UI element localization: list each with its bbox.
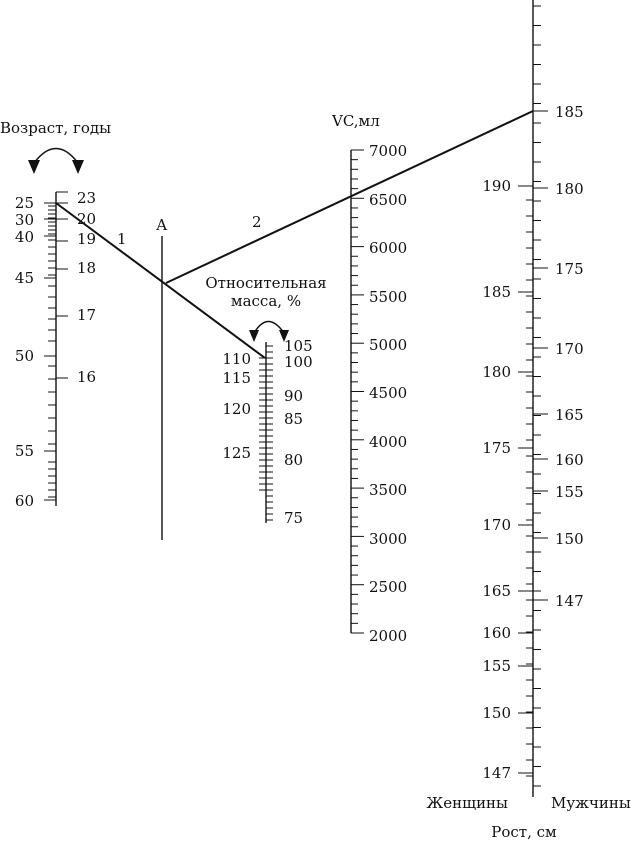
age-scale-title: Возраст, годы (0, 119, 111, 137)
mass-left-labels: 110 115 120 125 (222, 350, 251, 462)
vc-label-5000: 5000 (369, 336, 407, 354)
mass-scale-title-line1: Относительная (205, 274, 326, 292)
vc-label-3000: 3000 (369, 530, 407, 548)
vc-ticks (351, 149, 364, 634)
height-men-label-147: 147 (555, 592, 584, 610)
mass-label-110: 110 (222, 350, 251, 368)
age-label-60: 60 (15, 492, 34, 510)
age-label-23: 23 (77, 189, 96, 207)
double-arrow-icon (253, 320, 285, 334)
arrowhead-left-icon (249, 330, 259, 342)
height-men-label-165: 165 (555, 406, 584, 424)
arrowhead-left-icon (28, 160, 40, 174)
height-women-label-160: 160 (482, 624, 511, 642)
height-men-label-170: 170 (555, 340, 584, 358)
double-arrow-icon (33, 147, 79, 164)
axis-a-label: А (156, 216, 168, 234)
mass-label-105: 105 (284, 337, 313, 355)
mass-label-90: 90 (284, 387, 303, 405)
line-2-a-to-height (165, 110, 534, 284)
height-women-label-150: 150 (482, 704, 511, 722)
age-label-17: 17 (77, 306, 96, 324)
height-scale-title: Рост, см (491, 823, 557, 841)
mass-label-120: 120 (222, 400, 251, 418)
line-1-age-to-mass (55, 202, 266, 359)
height-women-label-175: 175 (482, 439, 511, 457)
age-label-45: 45 (15, 269, 34, 287)
age-label-25: 25 (15, 194, 34, 212)
vc-label-4000: 4000 (369, 433, 407, 451)
mass-label-100: 100 (284, 353, 313, 371)
age-label-16: 16 (77, 368, 96, 386)
height-women-label-165: 165 (482, 582, 511, 600)
age-right-labels: 23 20 19 18 17 16 (77, 189, 96, 386)
age-scale: Возраст, годы 25 30 40 45 50 55 60 23 20… (0, 119, 111, 510)
vc-label-5500: 5500 (369, 288, 407, 306)
age-label-18: 18 (77, 259, 96, 277)
age-ticks (44, 191, 68, 501)
age-label-19: 19 (77, 230, 96, 248)
height-women-label-147: 147 (482, 764, 511, 782)
height-women-label-180: 180 (482, 363, 511, 381)
height-ticks (518, 5, 548, 787)
age-label-20: 20 (77, 210, 96, 228)
mass-label-115: 115 (222, 369, 251, 387)
height-men-label-180: 180 (555, 180, 584, 198)
axis-a: А (156, 216, 168, 540)
height-men-caption: Мужчины (551, 794, 631, 812)
line-1-label: 1 (117, 230, 127, 248)
age-label-50: 50 (15, 347, 34, 365)
age-label-40: 40 (15, 228, 34, 246)
height-men-label-160: 160 (555, 451, 584, 469)
vc-label-7000: 7000 (369, 142, 407, 160)
height-women-labels: 190 185 180 175 170 165 160 155 150 147 (482, 177, 511, 782)
example-lines: 1 2 (55, 110, 534, 359)
mass-scale-title-line2: масса, % (231, 292, 301, 310)
arrowhead-right-icon (72, 160, 84, 174)
vc-label-4500: 4500 (369, 384, 407, 402)
mass-label-75: 75 (284, 509, 303, 527)
height-men-label-175: 175 (555, 260, 584, 278)
age-label-30: 30 (15, 211, 34, 229)
vc-label-3500: 3500 (369, 481, 407, 499)
height-men-labels: 185 180 175 170 165 160 155 150 147 (555, 103, 584, 610)
height-men-label-155: 155 (555, 483, 584, 501)
height-women-label-190: 190 (482, 177, 511, 195)
height-men-label-185: 185 (555, 103, 584, 121)
vc-label-2500: 2500 (369, 578, 407, 596)
height-men-label-150: 150 (555, 530, 584, 548)
age-label-55: 55 (15, 442, 34, 460)
vc-label-6500: 6500 (369, 191, 407, 209)
vc-labels: 7000 6500 6000 5500 5000 4500 4000 3500 … (369, 142, 407, 645)
mass-label-85: 85 (284, 410, 303, 428)
height-women-label-170: 170 (482, 516, 511, 534)
arrowhead-right-icon (279, 330, 289, 342)
vc-label-2000: 2000 (369, 627, 407, 645)
mass-label-125: 125 (222, 444, 251, 462)
mass-label-80: 80 (284, 451, 303, 469)
height-scale: 190 185 180 175 170 165 160 155 150 147 … (426, 0, 631, 841)
line-2-label: 2 (252, 213, 262, 231)
height-women-caption: Женщины (426, 794, 508, 812)
vc-scale-title: VC,мл (331, 112, 380, 130)
mass-right-labels: 105 100 90 85 80 75 (284, 337, 313, 527)
age-left-labels: 25 30 40 45 50 55 60 (15, 194, 34, 510)
vc-scale: VC,мл 7000 6500 6000 5500 5000 4500 4000… (331, 112, 407, 645)
vc-label-6000: 6000 (369, 239, 407, 257)
height-women-label-185: 185 (482, 283, 511, 301)
mass-scale: Относительная масса, % 110 115 120 125 1… (205, 274, 326, 527)
height-women-label-155: 155 (482, 657, 511, 675)
